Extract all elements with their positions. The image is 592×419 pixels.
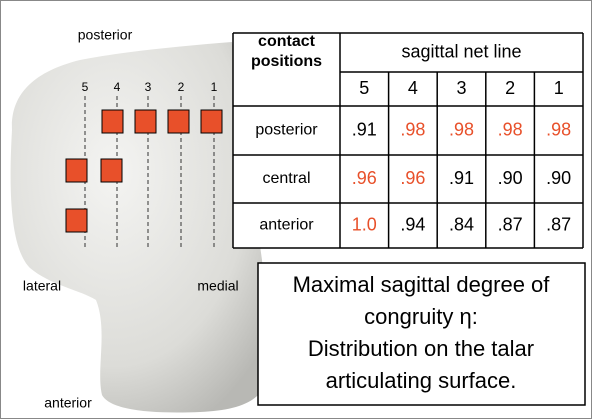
row-header: anterior xyxy=(259,217,314,234)
table-cell: .98 xyxy=(498,119,523,139)
column-header: 5 xyxy=(359,78,369,98)
figure: posterior lateral medial anterior 54321 … xyxy=(0,0,592,419)
column-header: 3 xyxy=(456,78,466,98)
anterior-label: anterior xyxy=(44,395,92,411)
contact-square xyxy=(66,159,87,182)
medial-label: medial xyxy=(197,278,238,294)
caption-line: Maximal sagittal degree of xyxy=(293,272,551,297)
column-header: 2 xyxy=(505,78,515,98)
table-cell: .96 xyxy=(352,168,377,188)
table-cell: .90 xyxy=(498,168,523,188)
row-header: central xyxy=(262,170,310,187)
table-cell: 1.0 xyxy=(352,214,377,234)
caption-line: Distribution on the talar xyxy=(308,336,534,361)
corner-header: positions xyxy=(251,53,322,70)
table-cell: .94 xyxy=(400,214,425,234)
column-number: 1 xyxy=(211,80,218,94)
contact-square xyxy=(201,110,222,133)
column-header: 4 xyxy=(408,78,418,98)
row-header: posterior xyxy=(255,122,318,139)
lateral-label: lateral xyxy=(23,278,61,294)
table-cell: .98 xyxy=(449,119,474,139)
table-cell: .87 xyxy=(546,214,571,234)
contact-square xyxy=(101,159,122,182)
table-cell: .90 xyxy=(546,168,571,188)
posterior-label: posterior xyxy=(78,27,133,43)
column-number: 2 xyxy=(178,80,185,94)
table-cell: .96 xyxy=(400,168,425,188)
table-cell: .87 xyxy=(498,214,523,234)
column-group-header: sagittal net line xyxy=(401,41,521,61)
column-number: 4 xyxy=(114,80,121,94)
caption-line: articulating surface. xyxy=(326,368,517,393)
contact-square xyxy=(66,209,87,232)
column-number: 5 xyxy=(82,80,89,94)
column-header: 1 xyxy=(554,78,564,98)
contact-square xyxy=(102,110,123,133)
corner-header: contact xyxy=(258,33,316,50)
contact-square xyxy=(168,110,189,133)
table-cell: .98 xyxy=(400,119,425,139)
table-cell: .98 xyxy=(546,119,571,139)
table-cell: .91 xyxy=(449,168,474,188)
page: posterior lateral medial anterior 54321 … xyxy=(0,0,592,419)
column-number: 3 xyxy=(145,80,152,94)
caption-line: congruity η: xyxy=(364,304,478,329)
table-cell: .84 xyxy=(449,214,474,234)
contact-square xyxy=(135,110,156,133)
table-cell: .91 xyxy=(352,119,377,139)
